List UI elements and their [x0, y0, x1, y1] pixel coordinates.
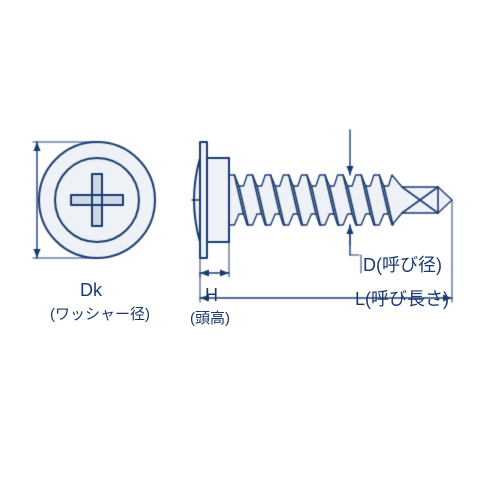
label-l-symbol: L(呼び長さ) [355, 285, 449, 311]
label-h-symbol: H [205, 285, 218, 306]
label-dk-sub: (ワッシャー径) [50, 303, 150, 324]
label-dk-symbol: Dk [80, 280, 102, 301]
label-h-sub: (頭高) [190, 307, 230, 328]
diagram-canvas [0, 0, 500, 500]
label-d-symbol: D(呼び径) [363, 251, 442, 277]
